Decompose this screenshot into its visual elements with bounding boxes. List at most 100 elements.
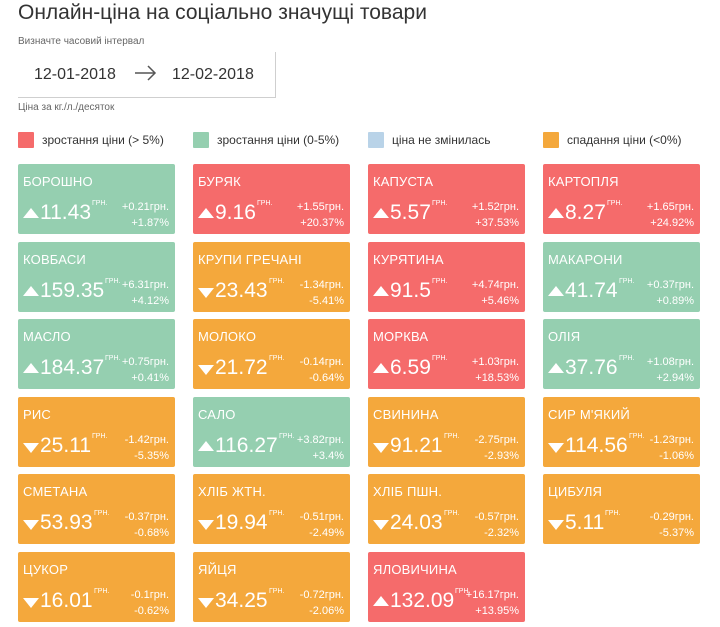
product-card[interactable]: ХЛІБ ЖТН. 19.94 ГРН. -0.51грн. -2.49% bbox=[193, 474, 350, 544]
triangle-up-icon bbox=[548, 208, 564, 218]
price-change-abs: +0.37грн. bbox=[646, 279, 694, 291]
date-to-input[interactable] bbox=[172, 66, 262, 84]
legend-swatch bbox=[193, 132, 209, 148]
product-card[interactable]: МОЛОКО 21.72 ГРН. -0.14грн. -0.64% bbox=[193, 319, 350, 389]
price-change-pct: +5.46% bbox=[481, 295, 519, 307]
product-card[interactable]: ЦУКОР 16.01 ГРН. -0.1грн. -0.62% bbox=[18, 552, 175, 622]
product-name: МОРКВА bbox=[373, 329, 429, 344]
triangle-up-icon bbox=[23, 208, 39, 218]
product-card[interactable]: САЛО 116.27 ГРН. +3.82грн. +3.4% bbox=[193, 397, 350, 467]
product-name: ХЛІБ ЖТН. bbox=[198, 484, 266, 499]
triangle-up-icon bbox=[373, 363, 389, 373]
product-card[interactable]: РИС 25.11 ГРН. -1.42грн. -5.35% bbox=[18, 397, 175, 467]
price-unit: ГРН. bbox=[279, 433, 295, 440]
product-card[interactable]: ЦИБУЛЯ 5.11 ГРН. -0.29грн. -5.37% bbox=[543, 474, 700, 544]
price-change-pct: -5.41% bbox=[309, 295, 344, 307]
price-change-abs: -0.57грн. bbox=[474, 511, 519, 523]
product-name: МАСЛО bbox=[23, 329, 71, 344]
product-card[interactable]: СМЕТАНА 53.93 ГРН. -0.37грн. -0.68% bbox=[18, 474, 175, 544]
price-change-pct: -0.62% bbox=[134, 605, 169, 617]
product-card[interactable]: КАПУСТА 5.57 ГРН. +1.52грн. +37.53% bbox=[368, 164, 525, 234]
product-card[interactable]: ОЛІЯ 37.76 ГРН. +1.08грн. +2.94% bbox=[543, 319, 700, 389]
price-change-pct: -5.37% bbox=[659, 527, 694, 539]
price-change-abs: +1.52грн. bbox=[471, 201, 519, 213]
page-title: Онлайн-ціна на соціально значущі товари bbox=[18, 1, 427, 24]
unit-label: Ціна за кг./л./десяток bbox=[18, 102, 115, 113]
product-card[interactable]: КАРТОПЛЯ 8.27 ГРН. +1.65грн. +24.92% bbox=[543, 164, 700, 234]
price-unit: ГРН. bbox=[444, 510, 460, 517]
price-unit: ГРН. bbox=[605, 510, 621, 517]
product-name: КРУПИ ГРЕЧАНІ bbox=[198, 252, 302, 267]
legend-item-up-high: зростання ціни (> 5%) bbox=[18, 130, 164, 150]
price-change-pct: -5.35% bbox=[134, 450, 169, 462]
price-change-pct: +0.89% bbox=[656, 295, 694, 307]
product-price: 91.5 bbox=[390, 279, 431, 302]
legend-swatch bbox=[18, 132, 34, 148]
price-change-abs: +1.65грн. bbox=[646, 201, 694, 213]
price-change-abs: +1.08грн. bbox=[646, 356, 694, 368]
product-card[interactable]: ХЛІБ ПШН. 24.03 ГРН. -0.57грн. -2.32% bbox=[368, 474, 525, 544]
product-card[interactable]: БУРЯК 9.16 ГРН. +1.55грн. +20.37% bbox=[193, 164, 350, 234]
triangle-down-icon bbox=[373, 520, 389, 530]
price-unit: ГРН. bbox=[432, 200, 448, 207]
price-change-abs: +0.75грн. bbox=[121, 356, 169, 368]
product-price: 16.01 bbox=[40, 589, 93, 612]
product-card[interactable]: КРУПИ ГРЕЧАНІ 23.43 ГРН. -1.34грн. -5.41% bbox=[193, 242, 350, 312]
product-name: КОВБАСИ bbox=[23, 252, 86, 267]
price-unit: ГРН. bbox=[444, 433, 460, 440]
legend-swatch bbox=[543, 132, 559, 148]
product-name: САЛО bbox=[198, 407, 236, 422]
legend-label: зростання ціни (> 5%) bbox=[42, 133, 164, 147]
triangle-up-icon bbox=[548, 363, 564, 373]
price-unit: ГРН. bbox=[269, 588, 285, 595]
price-unit: ГРН. bbox=[105, 355, 121, 362]
price-change-pct: +0.41% bbox=[131, 372, 169, 384]
product-name: МАКАРОНИ bbox=[548, 252, 623, 267]
product-price: 53.93 bbox=[40, 511, 93, 534]
triangle-up-icon bbox=[23, 363, 39, 373]
product-card[interactable]: МАКАРОНИ 41.74 ГРН. +0.37грн. +0.89% bbox=[543, 242, 700, 312]
product-card[interactable]: КОВБАСИ 159.35 ГРН. +6.31грн. +4.12% bbox=[18, 242, 175, 312]
product-price: 116.27 bbox=[215, 434, 278, 457]
product-name: ХЛІБ ПШН. bbox=[373, 484, 443, 499]
price-change-pct: +2.94% bbox=[656, 372, 694, 384]
product-card[interactable]: МАСЛО 184.37 ГРН. +0.75грн. +0.41% bbox=[18, 319, 175, 389]
product-price: 91.21 bbox=[390, 434, 443, 457]
product-name: БОРОШНО bbox=[23, 174, 93, 189]
price-change-pct: +24.92% bbox=[650, 217, 694, 229]
price-change-abs: -0.72грн. bbox=[299, 589, 344, 601]
product-card[interactable]: МОРКВА 6.59 ГРН. +1.03грн. +18.53% bbox=[368, 319, 525, 389]
price-unit: ГРН. bbox=[269, 355, 285, 362]
legend-item-up-low: зростання ціни (0-5%) bbox=[193, 130, 339, 150]
price-unit: ГРН. bbox=[92, 433, 108, 440]
product-card[interactable]: ЯЛОВИЧИНА 132.09 ГРН. +16.17грн. +13.95% bbox=[368, 552, 525, 622]
product-card[interactable]: ЯЙЦЯ 34.25 ГРН. -0.72грн. -2.06% bbox=[193, 552, 350, 622]
price-change-abs: -1.34грн. bbox=[299, 279, 344, 291]
product-price: 5.11 bbox=[565, 511, 605, 534]
triangle-down-icon bbox=[198, 520, 214, 530]
price-change-pct: -0.68% bbox=[134, 527, 169, 539]
product-card[interactable]: КУРЯТИНА 91.5 ГРН. +4.74грн. +5.46% bbox=[368, 242, 525, 312]
price-change-abs: -0.29грн. bbox=[649, 511, 694, 523]
product-price: 184.37 bbox=[40, 356, 105, 379]
triangle-up-icon bbox=[548, 286, 564, 296]
price-unit: ГРН. bbox=[94, 588, 110, 595]
price-change-pct: -2.32% bbox=[484, 527, 519, 539]
product-name: ЯЛОВИЧИНА bbox=[373, 562, 457, 577]
price-change-abs: +0.21грн. bbox=[121, 201, 169, 213]
price-change-abs: -2.75грн. bbox=[474, 434, 519, 446]
product-card[interactable]: СИР М'ЯКИЙ 114.56 ГРН. -1.23грн. -1.06% bbox=[543, 397, 700, 467]
product-card[interactable]: БОРОШНО 11.43 ГРН. +0.21грн. +1.87% bbox=[18, 164, 175, 234]
price-unit: ГРН. bbox=[269, 278, 285, 285]
price-change-abs: -1.42грн. bbox=[124, 434, 169, 446]
product-card[interactable]: СВИНИНА 91.21 ГРН. -2.75грн. -2.93% bbox=[368, 397, 525, 467]
price-change-pct: -2.06% bbox=[309, 605, 344, 617]
price-unit: ГРН. bbox=[94, 510, 110, 517]
price-change-abs: +3.82грн. bbox=[296, 434, 344, 446]
price-unit: ГРН. bbox=[629, 433, 645, 440]
product-name: КАРТОПЛЯ bbox=[548, 174, 619, 189]
price-change-pct: -1.06% bbox=[659, 450, 694, 462]
product-name: КУРЯТИНА bbox=[373, 252, 444, 267]
date-from-input[interactable] bbox=[34, 66, 124, 84]
interval-label: Визначте часовий інтервал bbox=[18, 36, 145, 47]
